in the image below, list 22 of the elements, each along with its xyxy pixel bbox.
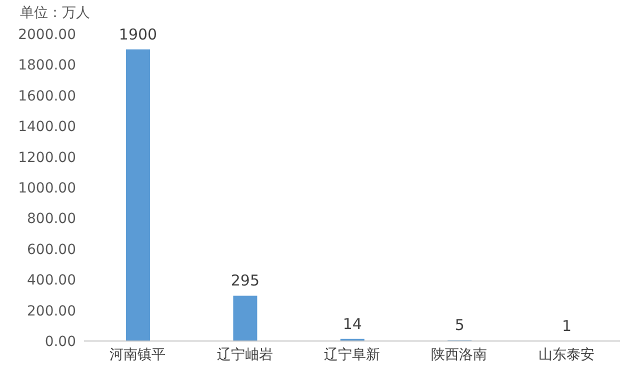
y-tick-label: 600.00 [27, 242, 76, 258]
y-tick-label: 1000.00 [18, 180, 76, 196]
y-tick-label: 800.00 [27, 211, 76, 228]
y-tick-label: 0.00 [44, 334, 76, 350]
y-tick-label: 1800.00 [18, 58, 76, 74]
y-tick-label: 2000.00 [18, 26, 76, 43]
data-label: 5 [454, 316, 464, 334]
x-tick-label: 辽宁阜新 [324, 346, 380, 363]
y-tick-label: 1400.00 [18, 119, 76, 136]
x-tick-label: 河南镇平 [110, 346, 166, 363]
y-tick-label: 1200.00 [18, 150, 76, 166]
y-tick-label: 1600.00 [18, 88, 76, 104]
y-tick-label: 200.00 [27, 303, 76, 320]
x-tick-label: 辽宁岫岩 [216, 346, 273, 363]
y-tick-label: 400.00 [27, 272, 76, 289]
data-label: 1 [562, 316, 572, 335]
y-axis-title: 单位：万人 [20, 4, 90, 22]
x-tick-label: 山东泰安 [538, 346, 594, 363]
x-tick-label: 陕西洛南 [431, 346, 488, 363]
data-label: 14 [342, 314, 362, 333]
data-label: 295 [230, 272, 260, 290]
data-label: 1900 [118, 25, 158, 44]
